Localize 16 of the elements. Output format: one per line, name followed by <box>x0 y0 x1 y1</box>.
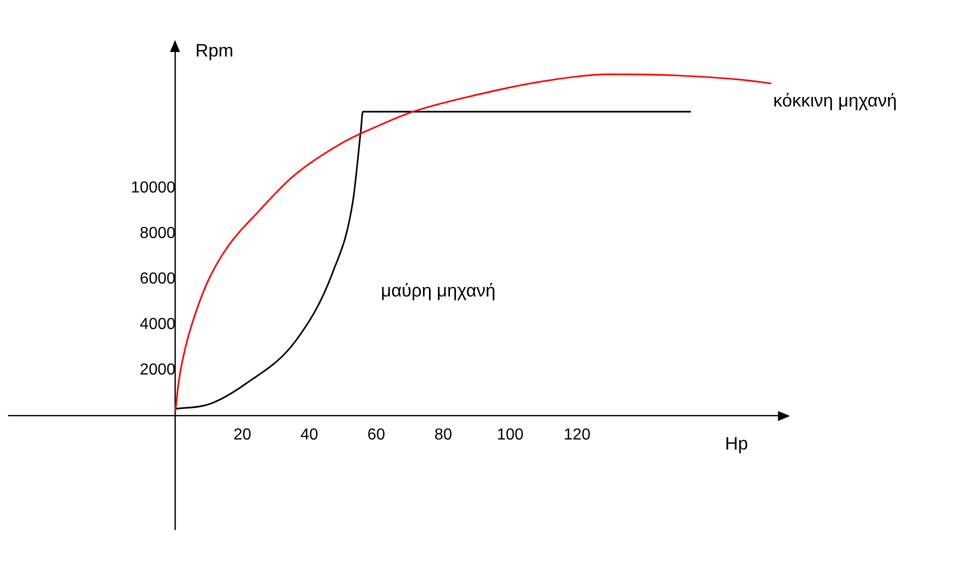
series-label: κόκκινη μηχανή <box>773 90 897 110</box>
x-tick-label: 60 <box>367 426 386 444</box>
x-tick-label: 100 <box>496 426 524 444</box>
x-tick-label: 80 <box>434 426 452 444</box>
y-tick-label: 10000 <box>130 180 176 197</box>
y-tick-label: 4000 <box>140 316 176 334</box>
x-tick-label: 40 <box>300 426 318 444</box>
y-tick-label: 2000 <box>140 362 176 379</box>
x-tick-label: 120 <box>564 426 591 444</box>
y-tick-label: 8000 <box>140 225 176 242</box>
x-tick-label: 20 <box>233 426 252 444</box>
text: μαύρη μηχανή <box>380 280 496 301</box>
line-series <box>174 74 772 412</box>
y-tick-label: 6000 <box>140 270 176 288</box>
x-axis-title: Hp <box>724 434 748 454</box>
y-axis-title: Rpm <box>195 40 234 61</box>
